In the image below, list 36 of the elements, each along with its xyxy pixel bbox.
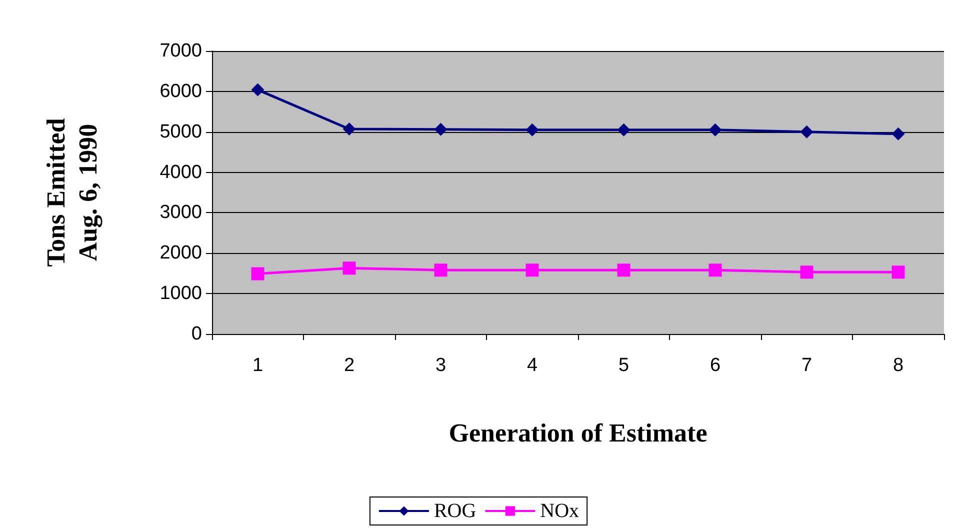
x-tick-label: 7: [801, 355, 812, 376]
y-tick-label: 6000: [160, 80, 202, 102]
y-tick-label: 2000: [160, 242, 202, 264]
y-tick-label: 1000: [160, 283, 202, 304]
point: [526, 123, 539, 136]
point: [251, 83, 264, 96]
point: [708, 123, 722, 136]
x-tick-label: 6: [710, 355, 721, 376]
y-tick-label: 3000: [160, 202, 202, 224]
point: [892, 266, 905, 279]
y-axis-title: Tons Emitted Aug. 6, 1990: [42, 118, 102, 267]
point: [617, 123, 630, 136]
point: [251, 267, 264, 280]
point: [342, 122, 356, 136]
y-tick-label: 4000: [160, 162, 202, 183]
y-tick-label: 0: [191, 324, 202, 344]
y-tick-label: 5000: [160, 121, 202, 142]
x-tick-label: 2: [344, 355, 355, 376]
point: [434, 264, 448, 277]
point: [800, 125, 814, 138]
point: [434, 122, 448, 136]
x-tick-label: 3: [435, 355, 446, 376]
legend-label: ROG: [434, 500, 476, 522]
legend-label: NOx: [540, 500, 580, 522]
point: [617, 264, 630, 277]
point: [708, 264, 722, 277]
point: [892, 127, 905, 140]
x-axis-title: Generation of Estimate: [448, 418, 708, 448]
point: [800, 266, 814, 279]
y-tick-label: 7000: [160, 40, 202, 62]
x-tick-label: 4: [526, 355, 538, 376]
point: [526, 264, 539, 277]
x-tick-label: 1: [252, 355, 264, 376]
x-tick-label: 5: [618, 355, 630, 376]
point: [342, 262, 356, 275]
x-tick-label: 8: [892, 355, 904, 376]
